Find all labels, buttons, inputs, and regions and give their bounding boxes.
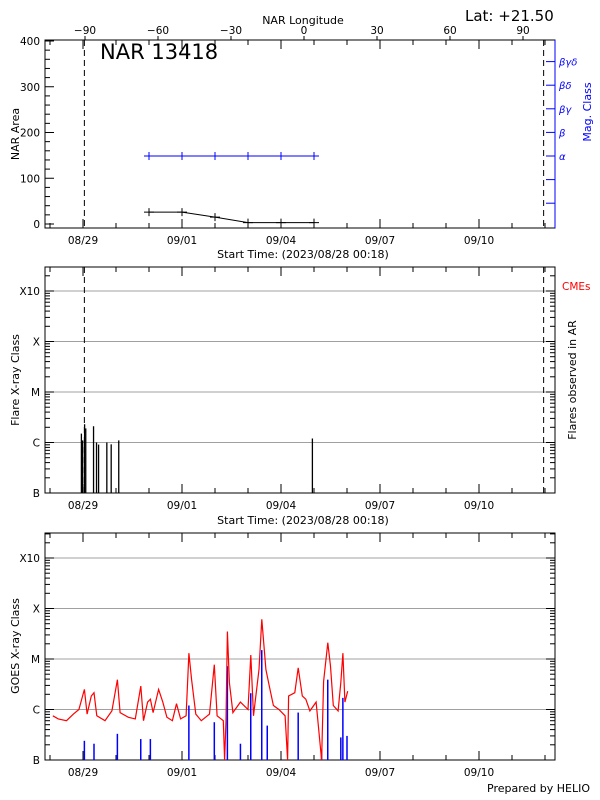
x-tick-label: 09/10 [464,500,494,512]
y-tick-label: X10 [19,553,40,565]
y-tick-label: X10 [19,286,40,298]
x-tick-label: 09/01 [167,767,197,779]
cme-label: CMEs [562,281,591,293]
y-tick-label: M [31,387,40,399]
longitude-tick-label: −90 [74,25,96,37]
longitude-tick-label: −30 [220,25,242,37]
panel1-xlabel: Start Time: (2023/08/28 00:18) [217,248,389,261]
panel2-xlabel: Start Time: (2023/08/28 00:18) [217,514,389,527]
mag-class-point [210,152,220,160]
prepared-by-footer: Prepared by HELIO [487,782,590,795]
panel3-ylabel: GOES X-ray Class [9,598,22,694]
y-tick-label: B [33,755,40,767]
longitude-tick-label: 60 [443,25,456,37]
mag-class-tick-label: βγ [558,105,572,116]
y-tick-label: C [33,438,40,450]
mag-class-point [309,152,319,160]
area-point [309,218,319,227]
mag-class-point [144,152,154,160]
lat-label: Lat: +21.50 [465,7,554,25]
x-tick-label: 09/01 [167,235,197,247]
x-tick-label: 09/04 [266,767,297,779]
y-tick-label: B [33,488,40,500]
x-tick-label: 09/04 [266,500,297,512]
x-tick-label: 08/29 [68,235,98,247]
x-tick-label: 09/07 [365,235,395,247]
mag-class-point [177,152,187,160]
x-tick-label: 09/07 [365,767,395,779]
area-line [149,211,314,224]
panel1-title: NAR 13418 [100,40,218,64]
mag-class-label: Mag. Class [581,82,594,141]
nar-area-panel: NAR 13418 Lat: +21.50 NAR Longitude Star… [9,7,594,261]
y-tick-label: X [33,337,40,349]
longitude-tick-label: 30 [370,25,383,37]
longitude-tick-label: 0 [301,25,308,37]
panel3-frame [44,532,556,761]
goes-panel: GOES X-ray Class Prepared by HELIO 08/29… [9,532,590,795]
panel2-frame [44,266,556,494]
y-tick-label: X [33,604,40,616]
mag-class-tick-label: α [559,152,566,163]
x-tick-label: 08/29 [68,767,98,779]
mag-class-point [276,152,286,160]
y-tick-label: M [31,654,40,666]
mag-class-point [243,152,253,160]
x-tick-label: 09/10 [464,235,494,247]
longitude-axis-title: NAR Longitude [262,14,344,27]
panel2-ylabel-right: Flares observed in AR [566,320,579,440]
area-point [177,208,187,217]
y-tick-label: C [33,705,40,717]
y-tick-label: 100 [20,173,40,185]
area-point [276,218,286,227]
area-point [243,218,253,227]
area-point [144,208,154,217]
goes-long-line [52,619,349,761]
y-tick-label: 0 [33,219,40,231]
panel1-ylabel: NAR Area [9,108,22,160]
longitude-tick-label: 90 [516,25,529,37]
y-tick-label: 200 [20,128,40,140]
x-tick-label: 09/10 [464,767,494,779]
area-point [210,213,220,222]
mag-class-tick-label: βδ [558,81,572,92]
panel2-ylabel: Flare X-ray Class [9,334,22,426]
flare-class-panel: Start Time: (2023/08/28 00:18) Flare X-r… [9,266,591,527]
y-tick-label: 300 [20,82,40,94]
y-tick-label: 400 [20,36,40,48]
x-tick-label: 09/01 [167,500,197,512]
panel1-frame [44,39,556,229]
mag-class-tick-label: β [558,128,566,139]
mag-class-tick-label: βγδ [558,58,577,69]
x-tick-label: 09/07 [365,500,395,512]
x-tick-label: 09/04 [266,235,297,247]
longitude-tick-label: −60 [147,25,169,37]
x-tick-label: 08/29 [68,500,98,512]
